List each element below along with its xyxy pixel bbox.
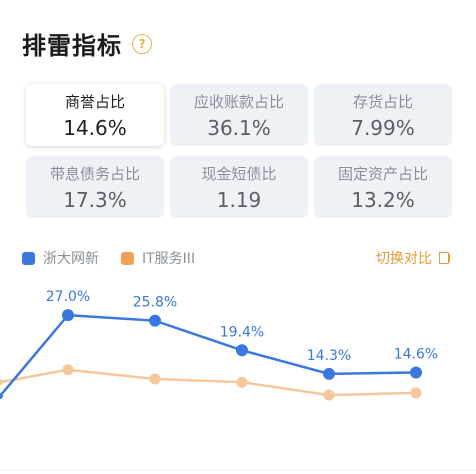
metric-card-inventory[interactable]: 存货占比 7.99%: [314, 84, 452, 146]
series2-point: [236, 376, 248, 388]
page-title: 排雷指标: [22, 32, 122, 60]
metric-value: 17.3%: [63, 187, 127, 212]
metric-label: 带息债务占比: [49, 164, 140, 183]
metric-card-cash-short-debt[interactable]: 现金短债比 1.19: [170, 156, 308, 218]
header: 排雷指标 ?: [22, 26, 152, 61]
metric-label: 固定资产占比: [337, 164, 428, 183]
series2-point: [62, 364, 74, 376]
metric-label: 现金短债比: [201, 164, 277, 183]
series2-point: [149, 373, 161, 385]
series1-point: [323, 367, 335, 380]
line-chart: 27.0% 25.8% 19.4% 14.3% 14.6%: [0, 289, 438, 401]
legend-swatch-icon: [22, 251, 35, 265]
metric-value: 36.1%: [207, 115, 271, 140]
series2-point: [323, 389, 335, 401]
metric-value: 7.99%: [351, 115, 415, 140]
metric-label: 应收账款占比: [193, 92, 284, 111]
series1-line: [0, 313, 417, 397]
metric-label: 存货占比: [352, 92, 413, 111]
metric-value: 13.2%: [351, 187, 415, 212]
series2-point: [410, 387, 422, 399]
legend-item-series1: 浙大网新: [22, 248, 99, 268]
series1-data-label: 27.0%: [46, 289, 90, 305]
legend-label: 浙大网新: [43, 251, 99, 267]
series1-point: [236, 344, 248, 357]
series-zheda-wangxin: 27.0% 25.8% 19.4% 14.3% 14.6%: [0, 289, 438, 400]
metric-grid: 商誉占比 14.6% 应收账款占比 36.1% 存货占比 7.99% 带息债务占…: [26, 84, 452, 218]
series1-data-label: 19.4%: [220, 324, 264, 340]
series1-data-label: 14.3%: [307, 348, 351, 364]
series1-point: [149, 314, 161, 327]
series1-data-label: 14.6%: [394, 346, 438, 362]
metric-value: 1.19: [216, 187, 262, 212]
chart-legend: 浙大网新 IT服务III 切换对比: [22, 248, 452, 268]
series1-point: [62, 309, 74, 322]
metric-card-receivables[interactable]: 应收账款占比 36.1%: [170, 84, 308, 146]
divider: [0, 470, 476, 471]
legend-item-series2: IT服务III: [121, 248, 195, 268]
metric-card-interest-debt[interactable]: 带息债务占比 17.3%: [26, 156, 164, 218]
series1-data-label: 25.8%: [133, 295, 177, 311]
series-it-services: [0, 364, 422, 401]
series2-line: [0, 368, 417, 397]
switch-compare-icon: [438, 251, 452, 265]
series1-point: [0, 393, 3, 400]
series1-point: [410, 366, 422, 379]
question-circle-icon[interactable]: ?: [132, 33, 152, 54]
switch-compare-label: 切换对比: [376, 251, 432, 267]
metric-label: 商誉占比: [64, 92, 125, 111]
metric-card-fixed-assets[interactable]: 固定资产占比 13.2%: [314, 156, 452, 218]
switch-compare-button[interactable]: 切换对比: [376, 248, 452, 268]
legend-label: IT服务III: [142, 251, 196, 267]
metric-card-goodwill[interactable]: 商誉占比 14.6%: [26, 84, 164, 146]
metric-value: 14.6%: [63, 115, 127, 140]
legend-swatch-icon: [121, 251, 134, 265]
series2-point: [0, 379, 3, 386]
